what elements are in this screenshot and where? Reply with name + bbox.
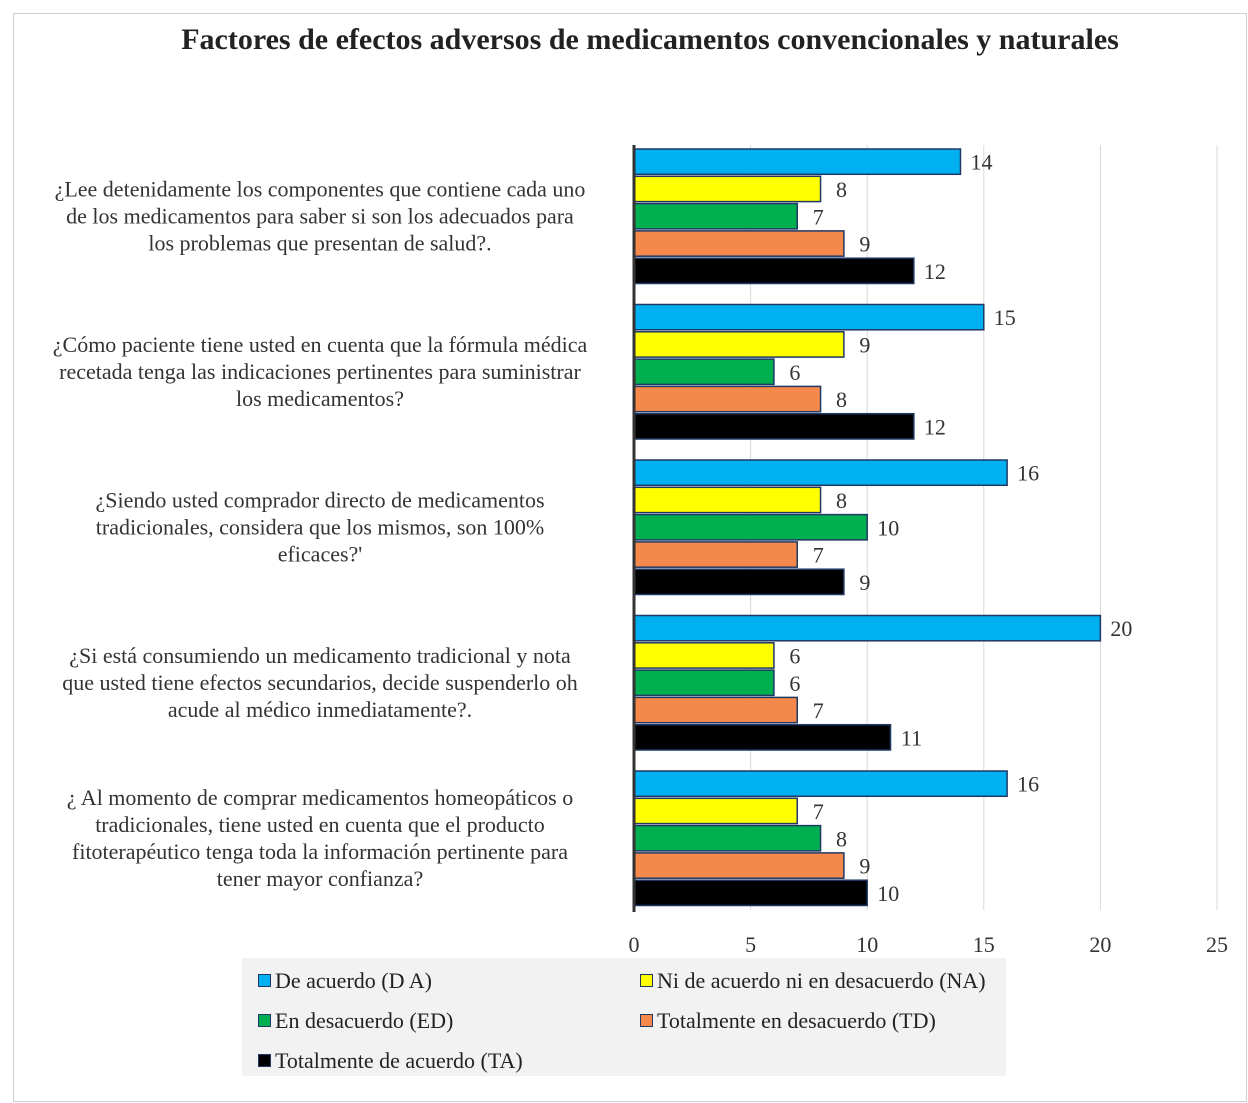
legend-swatch <box>640 1014 653 1027</box>
bar <box>633 879 868 907</box>
bar <box>633 358 775 386</box>
legend-swatch <box>258 1054 271 1067</box>
data-label: 8 <box>836 177 847 202</box>
bar <box>633 148 962 176</box>
data-label: 20 <box>1110 616 1132 641</box>
data-label: 7 <box>813 204 824 229</box>
bar <box>633 852 845 879</box>
legend-swatch <box>258 1014 271 1027</box>
data-label: 9 <box>859 570 870 595</box>
legend-label: Totalmente de acuerdo (TA) <box>275 1048 523 1073</box>
legend-item: Ni de acuerdo ni en desacuerdo (NA) <box>640 968 986 994</box>
data-label: 9 <box>859 854 870 879</box>
data-label: 15 <box>994 305 1016 330</box>
data-label: 10 <box>877 881 899 906</box>
x-tick-label: 25 <box>1206 932 1228 957</box>
data-label: 10 <box>877 515 899 540</box>
data-label: 7 <box>813 799 824 824</box>
bar <box>633 568 845 596</box>
bar <box>633 541 798 568</box>
data-label: 8 <box>836 826 847 851</box>
legend-swatch <box>640 974 653 987</box>
category-label: ¿ Al momento de comprar medicamentos hom… <box>67 785 573 891</box>
category-labels: ¿Lee detenidamente los componentes que c… <box>53 176 588 891</box>
x-axis-ticks: 0 5 10 15 20 25 <box>629 932 1229 957</box>
bar <box>633 303 985 331</box>
bar <box>633 513 868 541</box>
bar <box>633 723 892 751</box>
data-label: 12 <box>924 414 946 439</box>
x-tick-label: 0 <box>629 932 640 957</box>
bar <box>633 331 845 358</box>
data-label: 8 <box>836 488 847 513</box>
x-tick-label: 5 <box>745 932 756 957</box>
legend-label: De acuerdo (D A) <box>275 968 432 993</box>
chart-title: Factores de efectos adversos de medicame… <box>181 23 1119 56</box>
bar <box>633 797 798 825</box>
bar <box>633 824 822 852</box>
bar <box>633 257 915 285</box>
legend-item: Totalmente de acuerdo (TA) <box>258 1048 523 1074</box>
data-label: 9 <box>859 232 870 257</box>
data-label: 8 <box>836 387 847 412</box>
bar <box>633 486 822 514</box>
x-tick-label: 10 <box>856 932 878 957</box>
bar <box>633 202 798 230</box>
category-label: ¿Siendo usted comprador directo de medic… <box>95 487 544 566</box>
bar <box>633 696 798 724</box>
x-tick-label: 20 <box>1089 932 1111 957</box>
data-label: 11 <box>901 725 922 750</box>
data-label: 7 <box>813 543 824 568</box>
data-label: 16 <box>1017 461 1039 486</box>
data-label: 14 <box>970 150 992 175</box>
bars <box>633 148 1102 907</box>
bar <box>633 230 845 257</box>
bar <box>633 459 1008 487</box>
legend: De acuerdo (D A) Ni de acuerdo ni en desa… <box>242 958 1006 1076</box>
category-label: ¿Si está consumiendo un medicamento trad… <box>62 643 578 722</box>
category-label: ¿Lee detenidamente los componentes que c… <box>55 176 586 255</box>
legend-item: En desacuerdo (ED) <box>258 1008 453 1034</box>
data-label: 12 <box>924 259 946 284</box>
bar <box>633 669 775 697</box>
bar <box>633 175 822 203</box>
data-label: 7 <box>813 698 824 723</box>
chart-frame <box>13 13 1247 1102</box>
bar <box>633 642 775 669</box>
data-label: 6 <box>789 643 800 668</box>
legend-label: Ni de acuerdo ni en desacuerdo (NA) <box>657 968 986 993</box>
x-tick-label: 15 <box>973 932 995 957</box>
bar <box>633 614 1102 642</box>
data-label: 16 <box>1017 772 1039 797</box>
category-label: ¿Cómo paciente tiene usted en cuenta que… <box>53 332 588 411</box>
data-label: 9 <box>859 332 870 357</box>
legend-item: De acuerdo (D A) <box>258 968 432 994</box>
legend-item: Totalmente en desacuerdo (TD) <box>640 1008 936 1034</box>
bar <box>633 385 822 413</box>
legend-label: Totalmente en desacuerdo (TD) <box>657 1008 936 1033</box>
legend-swatch <box>258 974 271 987</box>
legend-label: En desacuerdo (ED) <box>275 1008 454 1033</box>
bar <box>633 412 915 440</box>
bar <box>633 770 1008 798</box>
data-label: 6 <box>789 360 800 385</box>
data-label: 6 <box>789 671 800 696</box>
